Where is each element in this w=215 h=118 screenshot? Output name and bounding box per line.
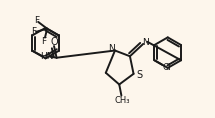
Text: O: O (50, 37, 58, 47)
Text: S: S (137, 70, 143, 80)
Text: Cl: Cl (163, 63, 172, 72)
Text: HN: HN (40, 52, 54, 61)
Text: F: F (41, 37, 46, 46)
Text: N: N (108, 44, 115, 53)
Text: F: F (31, 27, 36, 36)
Text: CH₃: CH₃ (114, 96, 130, 105)
Text: F: F (34, 16, 39, 25)
Text: N: N (142, 38, 149, 47)
